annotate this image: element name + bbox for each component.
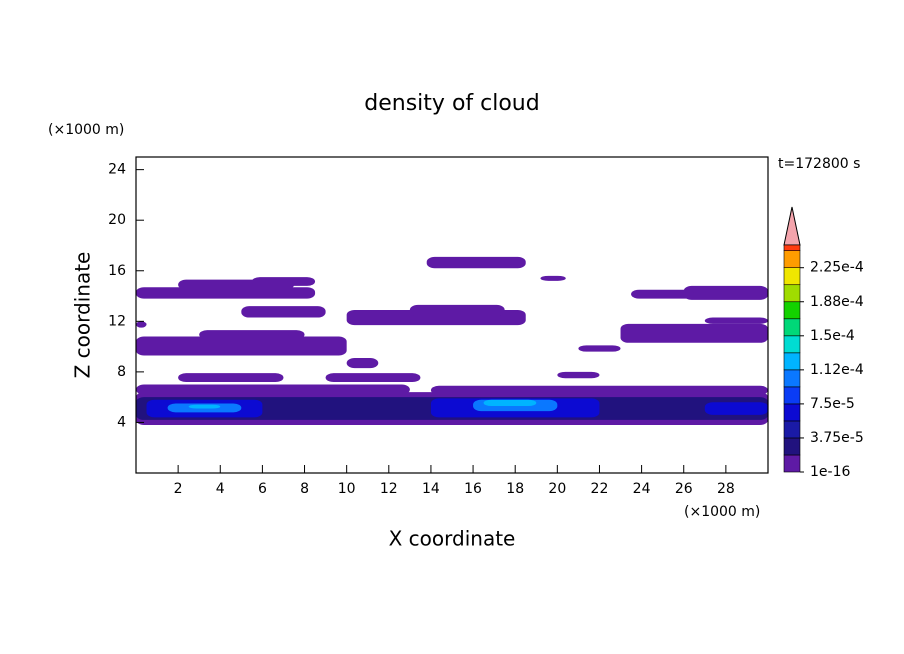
colorbar-band [783,335,801,354]
y-tick-label: 8 [117,364,126,380]
contour-patch [557,371,600,379]
x-tick-label: 22 [591,481,609,497]
contour-patch [136,287,316,299]
colorbar-band [783,403,801,422]
contour-patch [136,384,410,395]
contour-patch [704,402,768,415]
colorbar-band [783,284,801,303]
colorbar-extend [783,206,801,246]
x-tick-label: 16 [464,481,482,497]
y-unit: (×1000 m) [48,122,124,138]
y-tick-label: 12 [108,313,126,329]
colorbar-band [783,437,801,456]
y-tick-label: 16 [108,263,126,279]
contour-patch [199,330,305,340]
contour-patch [325,373,421,382]
contour-patch [426,256,526,269]
plot-frame [135,156,769,474]
contour-patch [683,285,768,300]
x-tick-label: 4 [216,481,225,497]
contour-patch [704,317,768,324]
colorbar-label: 1.12e-4 [810,362,864,378]
x-tick-label: 2 [174,481,183,497]
contour-patch [620,323,768,343]
plot-area [136,256,768,425]
y-tick-label: 20 [108,212,126,228]
contour-patch [136,336,347,356]
colorbar-band [783,244,801,251]
colorbar-label: 1.88e-4 [810,294,864,310]
colorbar-label: 7.5e-5 [810,396,855,412]
contour-patch [346,357,379,369]
contour-patch [136,321,147,328]
colorbar-band [783,250,801,269]
colorbar-label: 3.75e-5 [810,430,864,446]
colorbar-band [783,454,801,473]
colorbar-band [783,318,801,337]
x-tick-label: 6 [258,481,267,497]
x-tick-label: 18 [506,481,524,497]
x-tick-label: 20 [548,481,566,497]
x-tick-label: 8 [300,481,309,497]
x-tick-label: 12 [380,481,398,497]
contour-patch [540,275,566,281]
colorbar-band [783,386,801,405]
colorbar-label: 2.25e-4 [810,260,864,276]
contour-patch [188,404,221,409]
x-tick-label: 24 [633,481,651,497]
colorbar-band [783,420,801,439]
colorbar-band [783,369,801,388]
x-tick-label: 28 [717,481,735,497]
contour-patch [578,345,621,352]
contour-patch [241,306,326,318]
colorbar-label: 1.5e-4 [810,328,855,344]
contour-patch [430,385,768,395]
chart-title: density of cloud [364,91,539,116]
colorbar-band [783,267,801,286]
y-tick-label: 4 [117,414,126,430]
colorbar-band [783,301,801,320]
contour-patch [483,399,537,407]
x-tick-label: 26 [675,481,693,497]
colorbar-label: 1e-16 [810,464,850,480]
contour-patch [178,373,284,382]
y-axis-label: Z coordinate [71,252,95,379]
x-unit: (×1000 m) [684,504,760,520]
colorbar-band [783,352,801,371]
contour-patch [251,277,316,286]
x-tick-label: 14 [422,481,440,497]
contour-patch [631,289,695,299]
y-tick-label: 24 [108,162,126,178]
contour-patch [409,304,505,317]
time-label: t=172800 s [778,156,860,172]
x-tick-label: 10 [338,481,356,497]
x-axis-label: X coordinate [389,527,516,551]
